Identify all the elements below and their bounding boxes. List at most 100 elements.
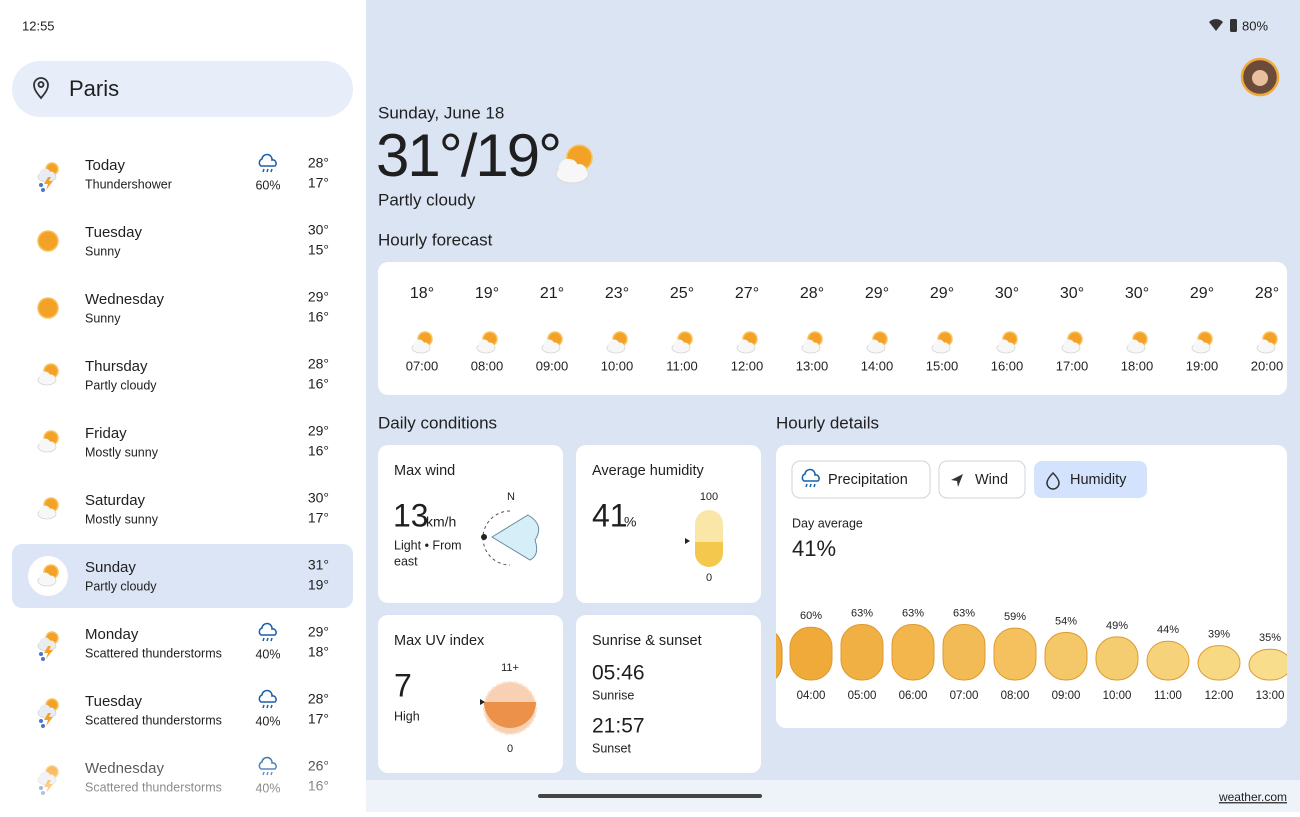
rain-drop [266, 637, 269, 642]
cloud-part [47, 508, 55, 517]
cloud-part [1266, 342, 1274, 351]
day-condition: Mostly sunny [85, 445, 159, 459]
low-temp: 17° [308, 175, 329, 191]
bar-time: 07:00 [950, 690, 979, 702]
bar-label: 44% [1157, 624, 1179, 636]
search-bar[interactable] [12, 61, 353, 117]
current-date: Sunday, June 18 [378, 103, 504, 122]
hour-temp: 30° [995, 285, 1019, 302]
bar-label: 63% [851, 607, 873, 619]
tab[interactable] [938, 460, 1026, 499]
humidity-value: 41 [592, 497, 628, 533]
drop-icon [39, 719, 43, 723]
high-temp: 30° [308, 490, 329, 506]
humidity-bar [891, 624, 935, 681]
day-condition: Scattered thunderstorms [85, 646, 222, 660]
sunrise-label: Sunrise [592, 688, 634, 702]
bar-label: 60% [800, 610, 822, 622]
hourly-card [378, 262, 1287, 395]
day-name: Sunday [85, 559, 136, 576]
cloud-icon [671, 339, 691, 354]
tab[interactable] [1034, 461, 1147, 498]
cloud-part [47, 575, 55, 584]
battery-level: 80% [1242, 18, 1268, 33]
humidity-pointer [685, 538, 690, 544]
hour-time: 20:00 [1251, 358, 1284, 373]
selected-row[interactable] [12, 544, 353, 608]
bar-time: 12:00 [1205, 690, 1234, 702]
compass-label: N [507, 491, 515, 503]
home-indicator [538, 794, 762, 798]
uv-level: High [394, 709, 420, 723]
rain-icon [258, 153, 277, 167]
scale-label: 11+ [501, 662, 519, 674]
sunset-time: 21:57 [592, 715, 645, 738]
current-condition: Partly cloudy [378, 190, 476, 209]
hour-temp: 30° [1060, 285, 1084, 302]
hour-time: 07:00 [406, 358, 439, 373]
high-temp: 28° [308, 691, 329, 707]
hour-time: 18:00 [1121, 358, 1154, 373]
cloud-icon [37, 505, 57, 520]
low-temp: 19° [308, 577, 329, 593]
day-condition: Thundershower [85, 177, 172, 191]
high-temp: 31° [308, 557, 329, 573]
high-temp: 29° [308, 423, 329, 439]
cloud-icon [555, 158, 589, 184]
low-temp: 15° [308, 242, 329, 258]
bar-time: 08:00 [1001, 690, 1030, 702]
hour-temp: 29° [930, 285, 954, 302]
bar-time: 10:00 [1103, 690, 1132, 702]
hour-time: 08:00 [471, 358, 504, 373]
hour-temp: 30° [1125, 285, 1149, 302]
rain-drop [270, 168, 273, 173]
avg-value: 41% [792, 536, 836, 561]
rain-drop [262, 704, 265, 709]
drop-icon [39, 652, 43, 656]
battery-icon [1230, 19, 1237, 32]
humidity-bar [840, 624, 884, 681]
drop-icon [41, 724, 45, 728]
cloud-part [811, 342, 819, 351]
card-title: Max wind [394, 463, 455, 479]
cloud-icon [411, 339, 431, 354]
humidity-bar [993, 627, 1037, 681]
tab[interactable] [791, 460, 931, 499]
hour-temp: 19° [475, 285, 499, 302]
humidity-bar [1197, 645, 1241, 681]
avatar-face [1252, 70, 1268, 86]
rain-drop [262, 168, 265, 173]
low-temp: 17° [308, 510, 329, 526]
low-temp: 18° [308, 644, 329, 660]
bar-label: 63% [953, 607, 975, 619]
bar-time: 11:00 [1154, 690, 1182, 702]
bar-label: 63% [902, 607, 924, 619]
section-title: Hourly forecast [378, 230, 493, 249]
scale-label: 0 [507, 743, 513, 755]
condition-card [576, 615, 761, 773]
cloud-icon [866, 339, 886, 354]
card-title: Average humidity [592, 463, 705, 479]
day-condition: Sunny [85, 244, 121, 258]
cloud-part [47, 441, 55, 450]
tab-label: Precipitation [828, 472, 908, 488]
cloud-icon [37, 438, 57, 453]
wind-value: 13 [393, 497, 429, 533]
hour-time: 11:00 [666, 358, 698, 373]
humidity-bar [1146, 640, 1190, 681]
high-temp: 29° [308, 289, 329, 305]
rain-drop [270, 704, 273, 709]
wind-shape [491, 514, 540, 561]
hour-time: 15:00 [926, 358, 959, 373]
cloud-icon [931, 339, 951, 354]
bolt-icon [44, 177, 53, 190]
hour-temp: 28° [800, 285, 824, 302]
cloud-part [421, 342, 429, 351]
rain-drop [262, 637, 265, 642]
cloud-part [1006, 342, 1014, 351]
cloud-part [486, 342, 494, 351]
bars [776, 624, 1287, 681]
bolt-icon [44, 646, 53, 659]
day-name: Monday [85, 626, 139, 643]
